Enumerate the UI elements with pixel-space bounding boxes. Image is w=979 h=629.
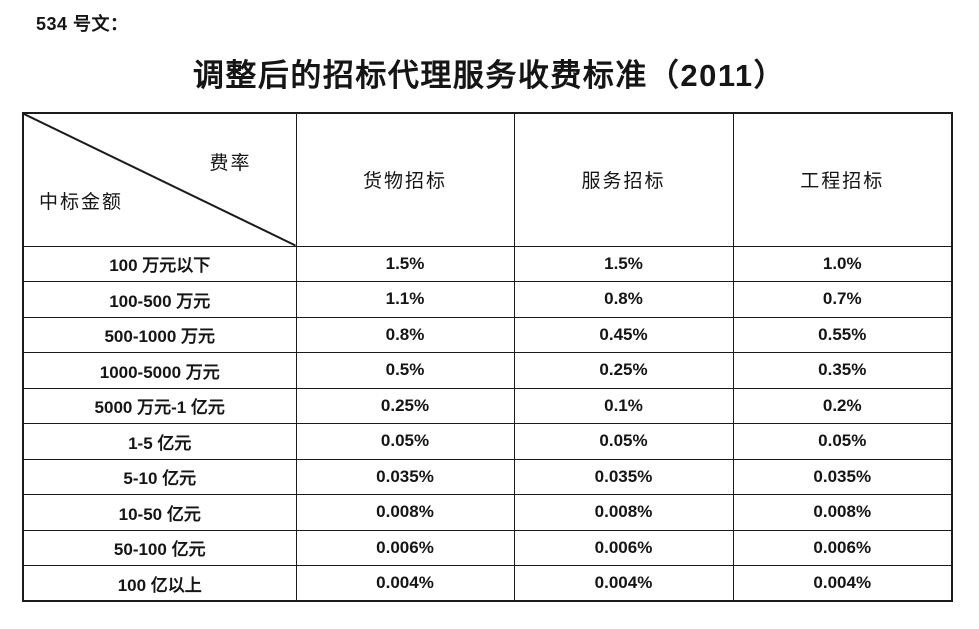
amount-cell: 5-10 亿元 <box>22 458 297 495</box>
table-row: 10-50 亿元 0.008% 0.008% 0.008% <box>22 494 953 531</box>
rate-cell: 0.35% <box>732 352 953 389</box>
diagonal-divider-line <box>24 114 296 246</box>
rate-cell: 0.008% <box>732 494 953 531</box>
table-row: 500-1000 万元 0.8% 0.45% 0.55% <box>22 316 953 353</box>
amount-cell: 1000-5000 万元 <box>22 352 297 389</box>
table-row: 1-5 亿元 0.05% 0.05% 0.05% <box>22 423 953 460</box>
rate-cell: 0.25% <box>513 352 734 389</box>
rate-cell: 1.0% <box>732 245 953 282</box>
rate-cell: 0.5% <box>295 352 515 389</box>
rate-cell: 0.035% <box>295 458 515 495</box>
fee-table: 费率 中标金额 货物招标 服务招标 工程招标 100 万元以下 1.5% 1.5% 1.0… <box>22 112 953 602</box>
table-row: 1000-5000 万元 0.5% 0.25% 0.35% <box>22 352 953 389</box>
rate-cell: 0.7% <box>732 281 953 318</box>
amount-cell: 500-1000 万元 <box>22 316 297 353</box>
amount-cell: 5000 万元-1 亿元 <box>22 387 297 424</box>
table-row: 100 亿以上 0.004% 0.004% 0.004% <box>22 565 953 602</box>
rate-cell: 0.8% <box>513 281 734 318</box>
rate-cell: 0.45% <box>513 316 734 353</box>
rate-cell: 0.035% <box>513 458 734 495</box>
table-row: 5-10 亿元 0.035% 0.035% 0.035% <box>22 458 953 495</box>
table-row: 50-100 亿元 0.006% 0.006% 0.006% <box>22 529 953 566</box>
amount-cell: 100-500 万元 <box>22 281 297 318</box>
table-row: 5000 万元-1 亿元 0.25% 0.1% 0.2% <box>22 387 953 424</box>
rate-cell: 0.008% <box>295 494 515 531</box>
rate-cell: 0.25% <box>295 387 515 424</box>
column-header-0: 货物招标 <box>295 112 515 247</box>
amount-cell: 100 亿以上 <box>22 565 297 602</box>
corner-cell: 费率 中标金额 <box>22 112 297 247</box>
column-header-2: 工程招标 <box>732 112 953 247</box>
rate-cell: 0.8% <box>295 316 515 353</box>
rate-cell: 0.006% <box>513 529 734 566</box>
rate-cell: 0.004% <box>513 565 734 602</box>
rate-cell: 0.006% <box>732 529 953 566</box>
page-title: 调整后的招标代理服务收费标准（2011） <box>192 58 787 93</box>
table-row: 100-500 万元 1.1% 0.8% 0.7% <box>22 281 953 318</box>
rate-cell: 0.2% <box>732 387 953 424</box>
amount-cell: 50-100 亿元 <box>22 529 297 566</box>
rate-cell: 0.035% <box>732 458 953 495</box>
corner-amount-label: 中标金额 <box>39 191 124 213</box>
column-header-1: 服务招标 <box>513 112 734 247</box>
rate-cell: 1.5% <box>295 245 515 282</box>
rate-cell: 0.05% <box>732 423 953 460</box>
header-row: 费率 中标金额 货物招标 服务招标 工程招标 <box>22 112 953 247</box>
rate-cell: 0.1% <box>513 387 734 424</box>
amount-cell: 1-5 亿元 <box>22 423 297 460</box>
fee-table-body: 100 万元以下 1.5% 1.5% 1.0% 100-500 万元 1.1% 0.8% 0.… <box>22 245 953 602</box>
rate-cell: 0.004% <box>732 565 953 602</box>
rate-cell: 0.006% <box>295 529 515 566</box>
rate-cell: 0.05% <box>295 423 515 460</box>
table-row: 100 万元以下 1.5% 1.5% 1.0% <box>22 245 953 282</box>
amount-cell: 100 万元以下 <box>22 245 297 282</box>
rate-cell: 1.5% <box>513 245 734 282</box>
corner-rate-label: 费率 <box>209 153 252 174</box>
rate-cell: 0.008% <box>513 494 734 531</box>
rate-cell: 0.05% <box>513 423 734 460</box>
rate-cell: 1.1% <box>295 281 515 318</box>
rate-cell: 0.55% <box>732 316 953 353</box>
rate-cell: 0.004% <box>295 565 515 602</box>
amount-cell: 10-50 亿元 <box>22 494 297 531</box>
doc-number-label: 534 号文： <box>36 14 129 34</box>
